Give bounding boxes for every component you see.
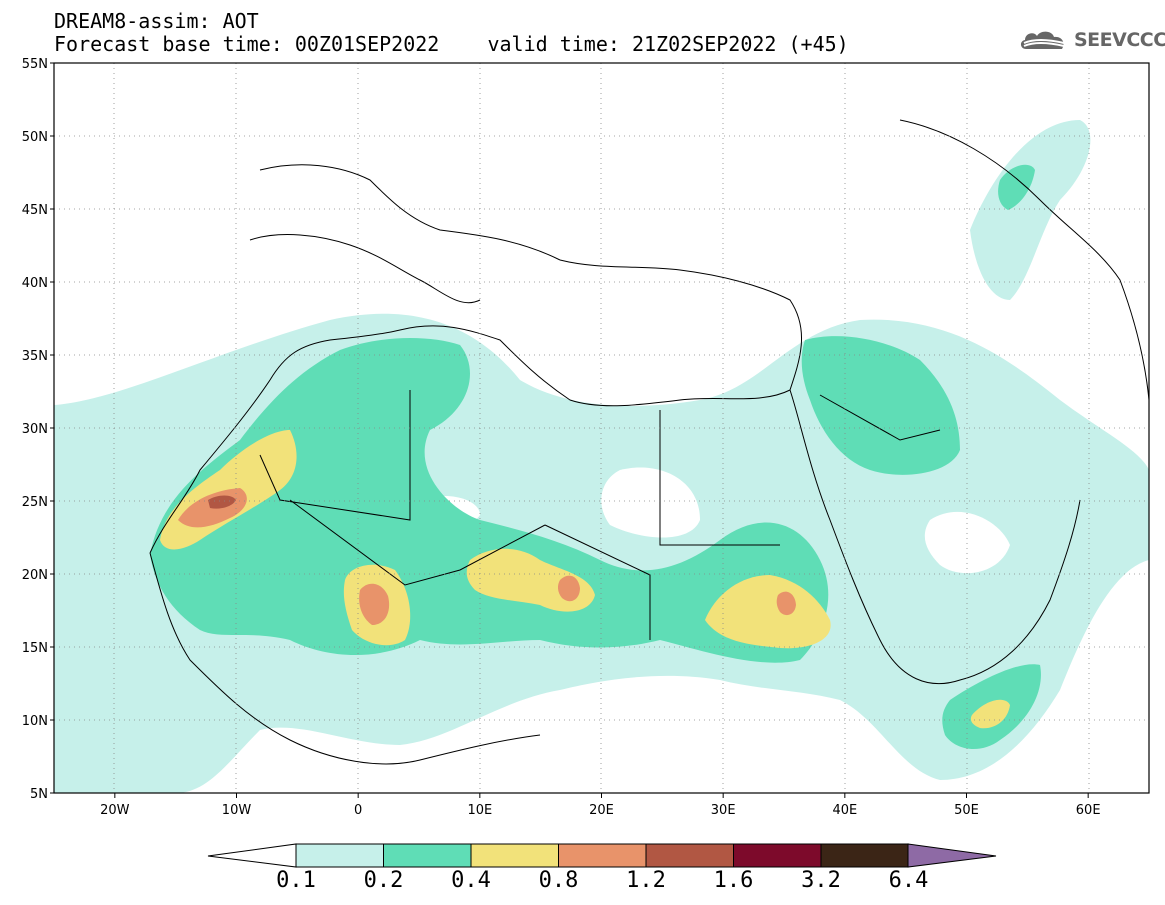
- lat-label: 25N: [22, 495, 48, 510]
- lon-label: 20W: [100, 803, 130, 818]
- colorbar-swatch: [820, 843, 909, 868]
- colorbar-low-arrow: [207, 843, 297, 868]
- colorbar-swatch: [645, 843, 734, 868]
- lon-label: 30E: [711, 803, 736, 818]
- aot-band-1.2: [208, 495, 236, 509]
- aot-band-0.8-mali: [359, 583, 390, 625]
- aot-band-0.4-sudan: [705, 575, 831, 649]
- aot-band-0.2: [150, 338, 829, 663]
- lat-label: 5N: [30, 787, 48, 802]
- lat-label: 30N: [22, 422, 48, 437]
- colorbar-swatch: [470, 843, 559, 868]
- lon-label: 20E: [589, 803, 614, 818]
- aot-band-0.2-arabia: [801, 336, 960, 475]
- logo-text: SEEVCCC: [1074, 29, 1165, 51]
- longitude-ticks: 20W 10W 0 10E 20E 30E 40E 50E 60E: [100, 793, 1101, 818]
- lat-label: 35N: [22, 349, 48, 364]
- aot-band-0.2-caspian: [998, 164, 1035, 210]
- coastlines: [149, 119, 1149, 765]
- lat-label: 15N: [22, 641, 48, 656]
- colorbar-level-label: 0.2: [363, 868, 404, 893]
- gridlines: [54, 63, 1149, 793]
- lon-label: 10E: [467, 803, 492, 818]
- aot-band-0.8-sudan: [776, 591, 796, 616]
- lat-label: 50N: [22, 130, 48, 145]
- colorbar-level-label: 1.2: [626, 868, 666, 893]
- colorbar-level-label: 3.2: [801, 868, 841, 893]
- colorbar-swatch: [295, 843, 384, 868]
- lat-label: 20N: [22, 568, 48, 583]
- aot-band-0.4-somalia: [970, 699, 1010, 729]
- colorbar-high-arrow: [907, 843, 997, 868]
- lat-label: 45N: [22, 203, 48, 218]
- aot-field: [54, 120, 1149, 793]
- lat-label: 55N: [22, 57, 48, 72]
- colorbar-level-label: 0.4: [451, 868, 491, 893]
- lon-label: 60E: [1076, 803, 1101, 818]
- colorbar: [207, 843, 997, 868]
- seevccc-logo: SEEVCCC: [1018, 26, 1165, 54]
- colorbar-level-label: 6.4: [888, 868, 929, 893]
- lon-label: 50E: [954, 803, 979, 818]
- aot-band-0.1-caspian: [970, 120, 1091, 300]
- colorbar-level-label: 0.8: [538, 868, 579, 893]
- colorbar-swatch: [558, 843, 647, 868]
- lat-label: 10N: [22, 714, 48, 729]
- colorbar-swatch: [383, 843, 472, 868]
- map-title: DREAM8-assim: AOT: [54, 9, 259, 33]
- lon-label: 0: [354, 803, 362, 818]
- lat-label: 40N: [22, 276, 48, 291]
- colorbar-level-label: 1.6: [713, 868, 754, 893]
- latitude-ticks: 55N 50N 45N 40N 35N 30N 25N 20N 15N 10N 5N: [22, 57, 54, 802]
- cloud-icon: [1020, 31, 1065, 49]
- lon-label: 10W: [222, 803, 252, 818]
- colorbar-level-label: 0.1: [276, 868, 316, 893]
- lon-label: 40E: [832, 803, 857, 818]
- colorbar-swatch: [733, 843, 822, 868]
- forecast-time-line: Forecast base time: 00Z01SEP2022 valid t…: [54, 32, 849, 56]
- aot-band-0.8-chad: [557, 575, 580, 602]
